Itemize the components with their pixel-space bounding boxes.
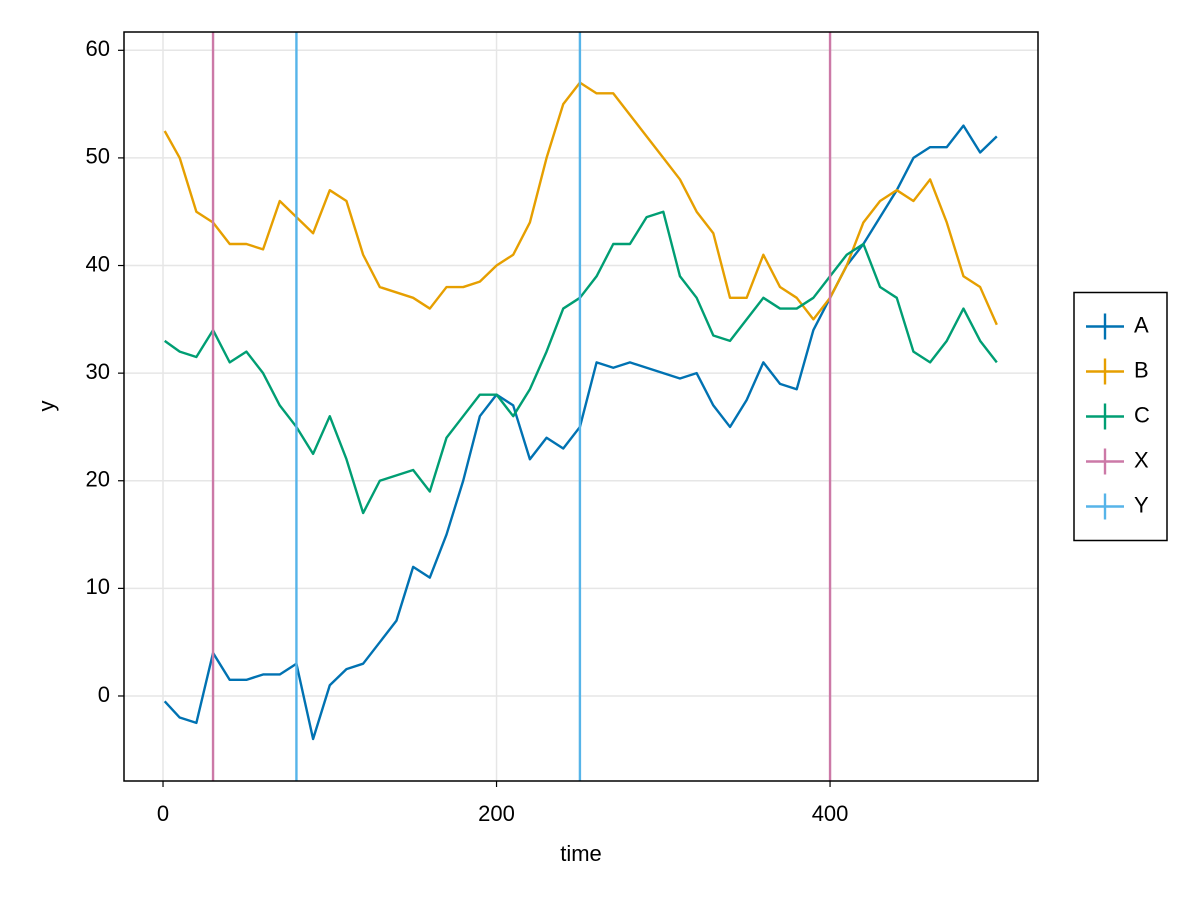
y-tick-label: 30 [86,359,110,384]
y-tick-label: 60 [86,36,110,61]
y-tick-label: 0 [98,682,110,707]
x-tick-label: 0 [157,801,169,826]
y-tick-label: 40 [86,251,110,276]
x-axis-label: time [560,841,602,866]
y-tick-label: 50 [86,144,110,169]
y-axis-label: y [34,401,59,412]
legend-label: Y [1134,492,1149,517]
legend-label: A [1134,312,1149,337]
x-tick-label: 400 [812,801,849,826]
x-tick-label: 200 [478,801,515,826]
legend-label: B [1134,357,1149,382]
legend-label: C [1134,402,1150,427]
y-tick-label: 20 [86,467,110,492]
legend-label: X [1134,447,1149,472]
plot-frame [123,31,1039,782]
y-tick-label: 10 [86,574,110,599]
